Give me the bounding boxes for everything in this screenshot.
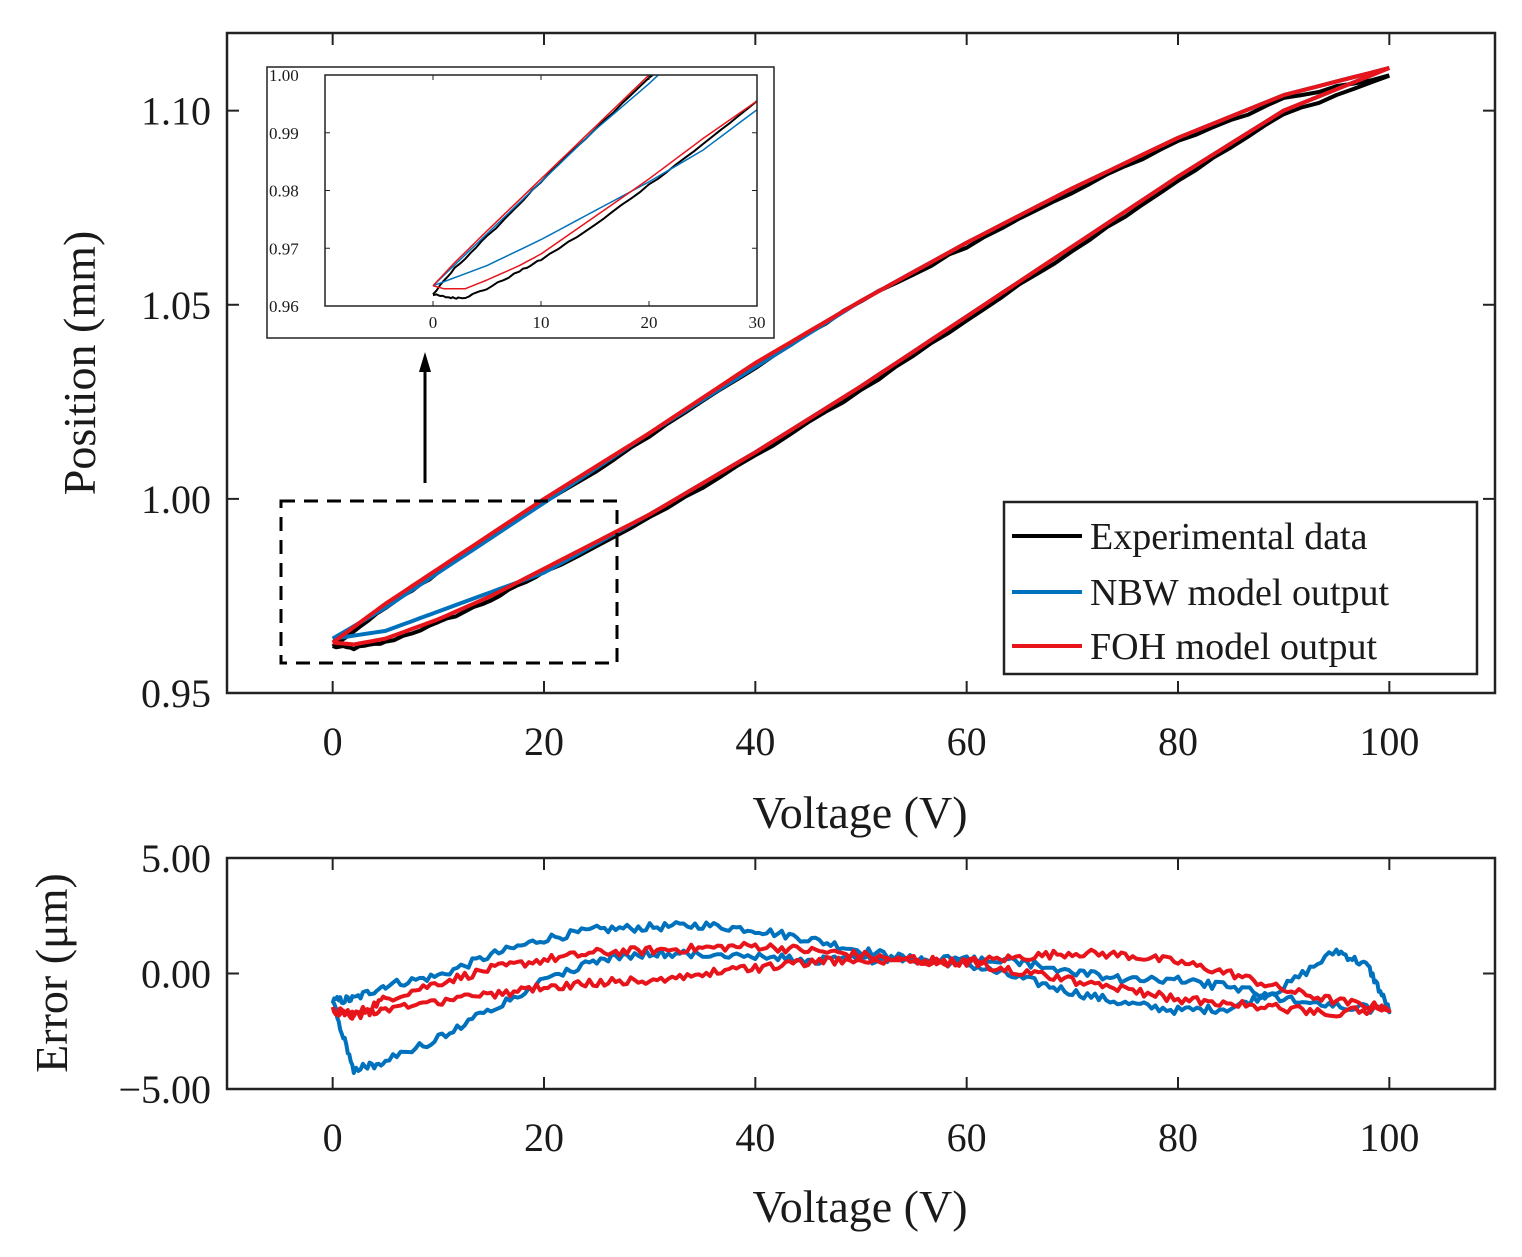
main-y-tick-label: 1.05: [141, 283, 211, 328]
error-x-tick-label: 60: [947, 1115, 987, 1160]
error-x-axis-label: Voltage (V): [752, 1181, 967, 1232]
inset-series-clip: [432, 75, 757, 300]
legend-box: [1002, 500, 1479, 676]
main-series-foh-model-output-ascending: [332, 66, 1391, 647]
main-series-experimental-data-ascending: [332, 73, 1390, 652]
legend-label-experimental: Experimental data: [1090, 516, 1368, 558]
inset-y-tick-label: 0.96: [269, 297, 299, 316]
error-x-tick-label: 20: [524, 1115, 564, 1160]
legend-label-foh: FOH model output: [1090, 626, 1378, 668]
main-x-tick-label: 80: [1158, 719, 1198, 764]
inset-x-tick-label: 20: [641, 313, 658, 332]
main-axes-frame: [225, 31, 1497, 695]
error-chart: 0 20 40 60 80 100 −5.00 0.00 5.00 Voltage (V) Er…: [26, 836, 1497, 1232]
error-x-tick-label: 40: [735, 1115, 775, 1160]
error-series-nbw-model-output: [330, 920, 1392, 1075]
inset-y-tick-label: 0.98: [269, 182, 299, 201]
inset-y-tick-label: 0.99: [269, 124, 299, 143]
inset-chart: 0 10 20 30 0.96 0.97 0.98 0.99 1.00: [266, 66, 775, 339]
error-y-tick-label: 5.00: [141, 836, 211, 881]
inset-x-tick-label: 30: [749, 313, 766, 332]
inset-y-tick-label: 1.00: [269, 66, 299, 85]
legend-label-nbw: NBW model output: [1090, 572, 1390, 614]
legend: Experimental data NBW model output FOH m…: [1002, 500, 1479, 676]
error-x-tick-label: 0: [323, 1115, 343, 1160]
error-y-tick-label: 0.00: [141, 952, 211, 997]
zoom-arrow-head: [419, 352, 431, 372]
inset-ticks-group: 0 10 20 30 0.96 0.97 0.98 0.99 1.00: [269, 66, 766, 332]
inset-series-nbw-model-output-lower: [432, 109, 757, 287]
inset-x-tick-label: 0: [429, 313, 438, 332]
inset-x-tick-label: 10: [533, 313, 550, 332]
error-series-foh-model-output: [330, 940, 1392, 1021]
error-y-axis-label: Error (μm): [26, 873, 77, 1073]
error-y-tick-label: −5.00: [118, 1067, 211, 1112]
main-x-tick-label: 100: [1359, 719, 1419, 764]
error-ticks-group: 0 20 40 60 80 100 −5.00 0.00 5.00: [118, 836, 1495, 1160]
inset-series-foh-model-output-lower: [432, 100, 757, 290]
zoom-region-box: [279, 499, 619, 665]
inset-series-nbw-model-output-upper: [432, 75, 660, 287]
main-x-axis-label: Voltage (V): [752, 787, 967, 838]
main-series-group: [331, 65, 1391, 652]
inset-y-tick-label: 0.97: [269, 239, 299, 258]
inset-series-foh-model-output-upper: [432, 75, 651, 287]
main-y-tick-label: 1.10: [141, 89, 211, 134]
main-y-tick-label: 0.95: [141, 671, 211, 716]
error-x-tick-label: 100: [1359, 1115, 1419, 1160]
main-x-tick-label: 20: [524, 719, 564, 764]
main-x-tick-label: 40: [735, 719, 775, 764]
main-series-foh-model-output-descending: [331, 65, 1390, 645]
inset-series-group: [432, 75, 757, 300]
main-x-tick-label: 0: [323, 719, 343, 764]
main-y-tick-label: 1.00: [141, 477, 211, 522]
main-y-axis-label: Position (mm): [54, 231, 105, 496]
main-x-tick-label: 60: [947, 719, 987, 764]
error-series-group: [330, 920, 1392, 1075]
error-x-tick-label: 80: [1158, 1115, 1198, 1160]
